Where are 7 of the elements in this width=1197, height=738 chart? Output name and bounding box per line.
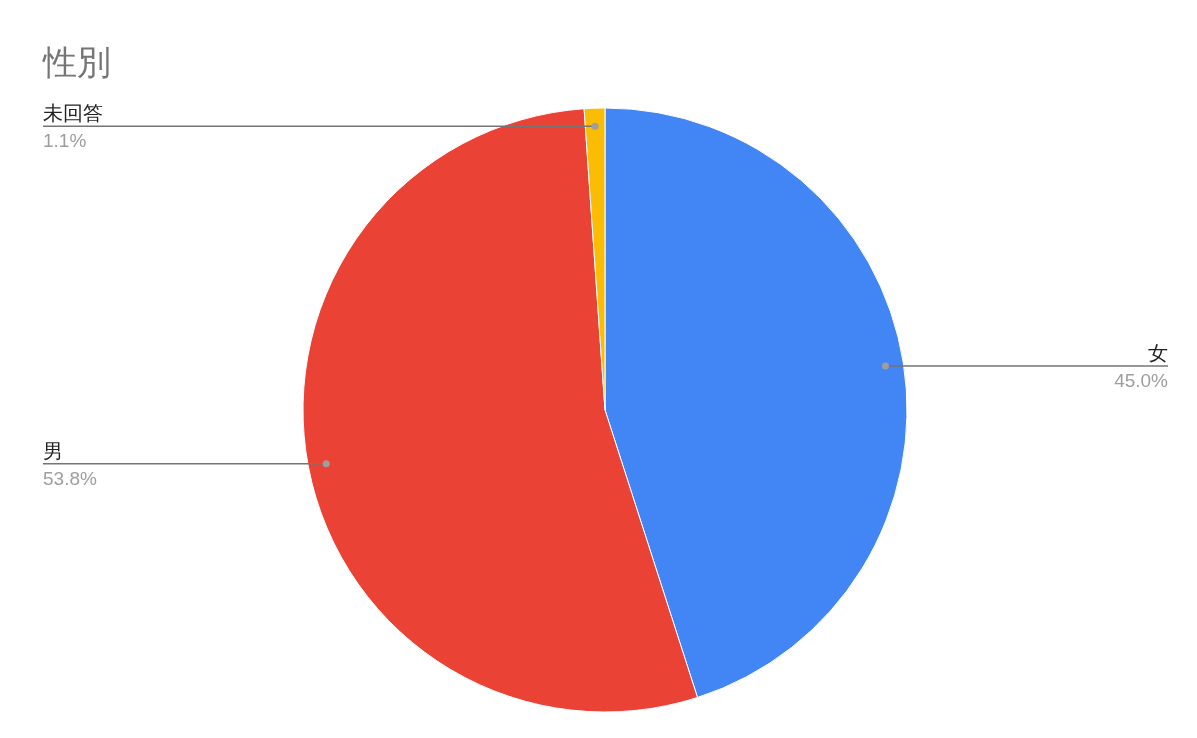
chart-title: 性別 [42,42,111,82]
slice-label: 女 [1148,340,1168,365]
slice-label: 男 [43,438,63,463]
data-label: 53.8% [43,467,97,489]
slice-label: 未回答 [43,101,103,126]
data-label: 1.1% [43,130,87,152]
data-label: 45.0% [1114,369,1169,391]
